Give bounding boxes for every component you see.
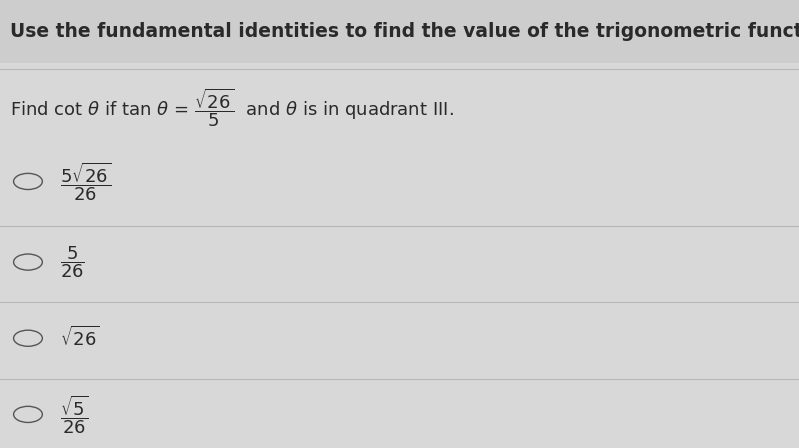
Text: Use the fundamental identities to find the value of the trigonometric function.: Use the fundamental identities to find t… xyxy=(10,22,799,41)
Text: $\sqrt{26}$: $\sqrt{26}$ xyxy=(60,326,100,350)
Text: Find cot $\theta$ if tan $\theta$ = $\dfrac{\sqrt{26}}{5}$  and $\theta$ is in q: Find cot $\theta$ if tan $\theta$ = $\df… xyxy=(10,86,453,129)
FancyBboxPatch shape xyxy=(0,0,799,63)
Text: $\dfrac{5\sqrt{26}}{26}$: $\dfrac{5\sqrt{26}}{26}$ xyxy=(60,160,111,203)
Text: $\dfrac{\sqrt{5}}{26}$: $\dfrac{\sqrt{5}}{26}$ xyxy=(60,393,89,436)
Text: $\dfrac{5}{26}$: $\dfrac{5}{26}$ xyxy=(60,244,85,280)
